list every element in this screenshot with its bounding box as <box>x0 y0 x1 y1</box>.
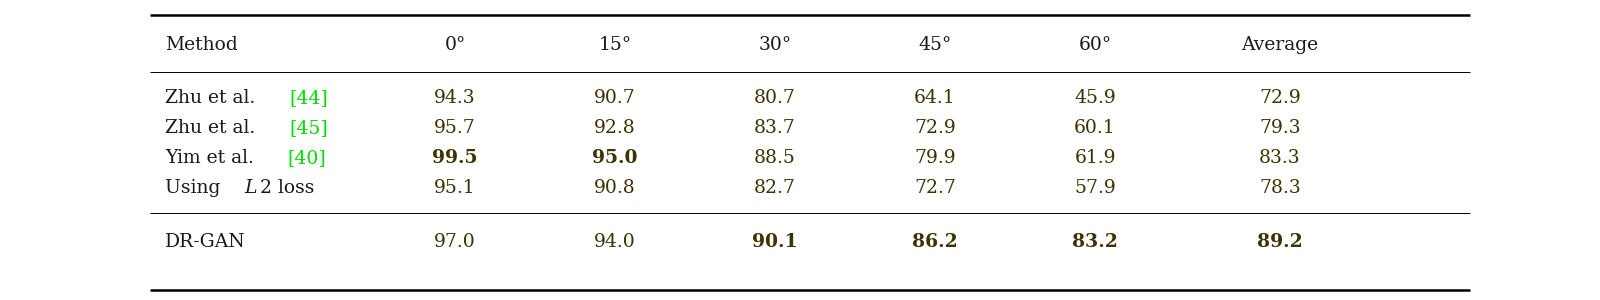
Text: 64.1: 64.1 <box>914 89 955 107</box>
Text: Average: Average <box>1242 36 1318 54</box>
Text: 72.9: 72.9 <box>1259 89 1301 107</box>
Text: 94.0: 94.0 <box>594 233 635 251</box>
Text: 88.5: 88.5 <box>754 149 795 167</box>
Text: 95.1: 95.1 <box>434 179 475 197</box>
Text: 30°: 30° <box>758 36 792 54</box>
Text: 83.7: 83.7 <box>754 119 795 137</box>
Text: 90.1: 90.1 <box>752 233 798 251</box>
Text: 95.0: 95.0 <box>592 149 638 167</box>
Text: Zhu et al.: Zhu et al. <box>165 89 261 107</box>
Text: 2 loss: 2 loss <box>261 179 315 197</box>
Text: [44]: [44] <box>290 89 328 107</box>
Text: Zhu et al.: Zhu et al. <box>165 119 261 137</box>
Text: 83.2: 83.2 <box>1072 233 1118 251</box>
Text: 57.9: 57.9 <box>1074 179 1115 197</box>
Text: 80.7: 80.7 <box>754 89 795 107</box>
Text: DR-GAN: DR-GAN <box>165 233 246 251</box>
Text: 97.0: 97.0 <box>434 233 475 251</box>
Text: 60°: 60° <box>1078 36 1112 54</box>
Text: 95.7: 95.7 <box>434 119 475 137</box>
Text: 78.3: 78.3 <box>1259 179 1301 197</box>
Text: 72.9: 72.9 <box>914 119 955 137</box>
Text: 89.2: 89.2 <box>1258 233 1302 251</box>
Text: 45.9: 45.9 <box>1074 89 1115 107</box>
Text: Yim et al.: Yim et al. <box>165 149 259 167</box>
Text: [40]: [40] <box>288 149 326 167</box>
Text: 79.3: 79.3 <box>1259 119 1301 137</box>
Text: 79.9: 79.9 <box>914 149 955 167</box>
Text: 60.1: 60.1 <box>1074 119 1115 137</box>
Text: 82.7: 82.7 <box>754 179 795 197</box>
Text: 92.8: 92.8 <box>594 119 635 137</box>
Text: 90.8: 90.8 <box>594 179 635 197</box>
Text: 99.5: 99.5 <box>432 149 478 167</box>
Text: 86.2: 86.2 <box>912 233 958 251</box>
Text: 72.7: 72.7 <box>914 179 955 197</box>
Text: 15°: 15° <box>598 36 632 54</box>
Text: 61.9: 61.9 <box>1074 149 1115 167</box>
Text: 94.3: 94.3 <box>434 89 475 107</box>
Text: [45]: [45] <box>290 119 328 137</box>
Text: 83.3: 83.3 <box>1259 149 1301 167</box>
Text: L: L <box>245 179 256 197</box>
Text: 90.7: 90.7 <box>594 89 635 107</box>
Text: Using: Using <box>165 179 226 197</box>
Text: Method: Method <box>165 36 238 54</box>
Text: 0°: 0° <box>445 36 466 54</box>
Text: 45°: 45° <box>918 36 952 54</box>
